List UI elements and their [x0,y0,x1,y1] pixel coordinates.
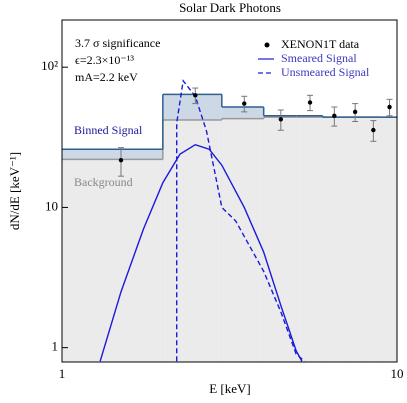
signal-curve [99,143,303,362]
legend-label: XENON1T data [281,37,360,51]
plot-frame [61,19,398,363]
y-tick-label: 10 [45,198,58,213]
data-point [278,117,284,122]
y-axis-label: dN/dE [keV⁻¹] [7,152,22,230]
legend-label: Smeared Signal [281,51,357,65]
data-point [352,109,358,115]
annotation: 3.7 σ significance [75,36,160,50]
data-point [242,101,247,106]
annotation: ϵ=2.3×10⁻¹³ [75,53,134,67]
background-bin [221,118,264,362]
legend-label: Unsmeared Signal [281,65,370,79]
annotation: mA=2.2 keV [75,70,138,84]
background-bin [62,159,163,362]
y-tick-label: 1 [52,339,59,354]
plot-area [62,79,397,362]
background-bin [345,117,365,362]
data-point [193,93,198,98]
legend-marker [264,42,270,48]
histogram-label: Background [74,175,133,189]
x-tick-label: 10 [391,366,404,381]
data-point [332,113,337,119]
x-tick-label: 1 [59,366,66,381]
background-bin [162,120,222,362]
data-point [118,158,124,163]
background-bin [263,117,297,362]
histogram-label: Binned Signal [74,123,143,137]
y-tick-label: 10² [41,58,58,73]
background-bin [296,117,323,362]
data-point [307,100,313,105]
signal-curve [176,79,306,362]
data-point [371,127,376,133]
chart-title: Solar Dark Photons [179,0,281,15]
overlay: 1 10 1 10 10² 3.7 σ significance ϵ=2.3×10⁻¹³ mA… [41,19,404,381]
data-point [387,104,392,110]
background-bin [381,117,397,362]
x-axis-label: E [keV] [209,381,251,396]
background-bin [322,117,346,362]
background-bin [364,117,382,362]
